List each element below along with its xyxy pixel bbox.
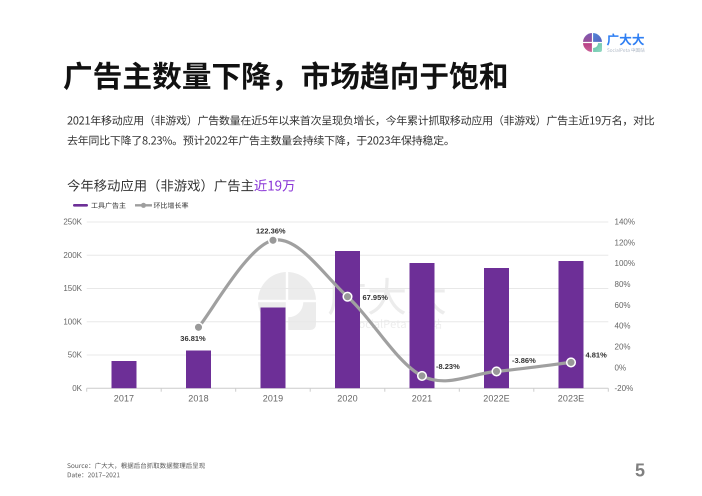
svg-text:80%: 80%: [615, 280, 631, 289]
svg-text:40%: 40%: [615, 322, 631, 331]
svg-text:-20%: -20%: [615, 384, 634, 393]
svg-text:200K: 200K: [63, 251, 82, 260]
svg-text:0%: 0%: [615, 363, 627, 372]
svg-text:5: 5: [635, 461, 645, 481]
svg-text:2020: 2020: [337, 394, 357, 404]
svg-text:2018: 2018: [188, 394, 208, 404]
svg-text:67.95%: 67.95%: [363, 293, 389, 302]
svg-text:2017: 2017: [114, 394, 134, 404]
svg-text:4.81%: 4.81%: [586, 350, 608, 359]
svg-text:-8.23%: -8.23%: [436, 362, 460, 371]
svg-text:2023E: 2023E: [558, 394, 585, 404]
svg-text:2022E: 2022E: [483, 394, 510, 404]
svg-text:140%: 140%: [615, 217, 635, 226]
svg-text:120%: 120%: [615, 238, 635, 247]
svg-text:2019: 2019: [263, 394, 283, 404]
svg-text:150K: 150K: [63, 284, 82, 293]
svg-text:60%: 60%: [615, 301, 631, 310]
svg-text:100K: 100K: [63, 317, 82, 326]
svg-text:20%: 20%: [615, 343, 631, 352]
svg-text:50K: 50K: [68, 351, 83, 360]
svg-text:0K: 0K: [72, 384, 82, 393]
svg-text:122.36%: 122.36%: [256, 226, 286, 235]
svg-text:250K: 250K: [63, 218, 82, 227]
svg-text:2021: 2021: [412, 394, 432, 404]
svg-text:36.81%: 36.81%: [180, 334, 206, 343]
svg-text:-3.86%: -3.86%: [512, 356, 536, 365]
svg-text:100%: 100%: [615, 259, 635, 268]
